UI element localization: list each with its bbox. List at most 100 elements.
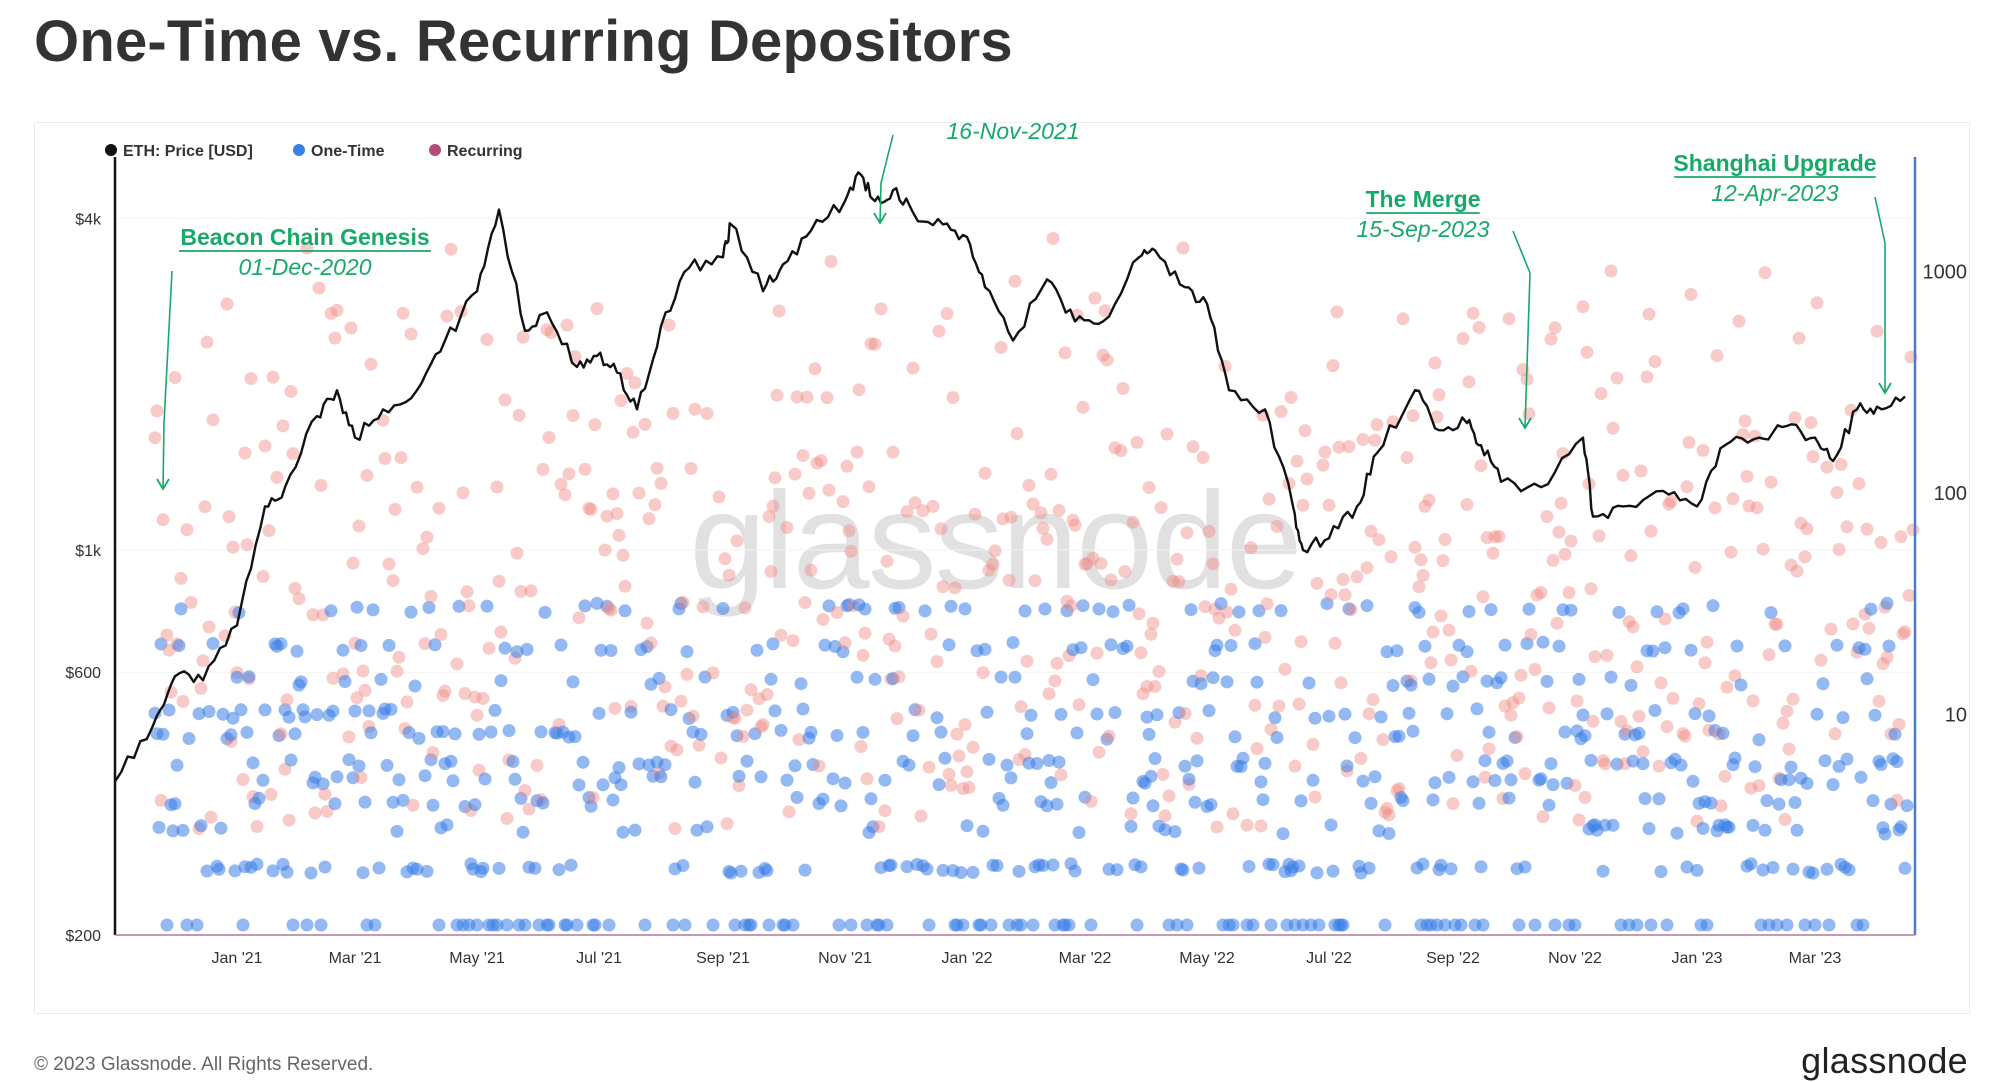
recurring-point	[862, 480, 876, 494]
one-time-point	[1392, 729, 1406, 743]
annotation-arrow-line	[162, 270, 173, 490]
recurring-point	[1562, 586, 1576, 600]
recurring-point	[1524, 628, 1538, 641]
one-time-point	[1364, 796, 1378, 810]
x-axis-tick-label: Mar '21	[329, 950, 382, 967]
one-time-point	[1800, 776, 1814, 790]
recurring-point	[790, 390, 804, 404]
one-time-point	[1184, 603, 1198, 617]
one-time-point	[1866, 794, 1880, 808]
one-time-point	[1752, 733, 1766, 747]
recurring-point	[808, 362, 822, 376]
recurring-point	[1296, 498, 1310, 512]
recurring-point	[668, 822, 682, 835]
recurring-point	[1142, 481, 1156, 494]
recurring-point	[572, 611, 586, 625]
recurring-point	[924, 627, 938, 641]
one-time-point	[734, 864, 748, 878]
recurring-point	[1054, 768, 1068, 782]
one-time-point	[764, 672, 778, 686]
one-time-point	[152, 820, 166, 834]
one-time-point	[698, 670, 712, 684]
one-time-point	[1194, 677, 1208, 691]
recurring-point	[1426, 625, 1440, 639]
one-time-point	[408, 679, 422, 693]
one-time-point	[1810, 707, 1824, 721]
one-time-point	[884, 858, 898, 872]
one-time-point	[1830, 638, 1844, 652]
one-time-point	[440, 818, 454, 832]
annotation-title: The Merge	[1365, 186, 1480, 212]
one-time-point	[386, 795, 400, 809]
recurring-point	[1284, 391, 1298, 404]
recurring-point	[462, 599, 476, 613]
one-time-point	[396, 793, 410, 807]
recurring-point	[1606, 421, 1620, 435]
recurring-point	[1870, 324, 1884, 338]
one-time-point	[1134, 860, 1148, 874]
recurring-point	[756, 718, 770, 732]
recurring-point	[1366, 693, 1380, 707]
recurring-point	[1414, 553, 1428, 567]
one-time-point	[1104, 638, 1118, 652]
right-axis-tick-label: 10	[1945, 705, 1967, 727]
recurring-point	[444, 242, 458, 256]
recurring-point	[1720, 680, 1734, 694]
one-time-point	[1480, 674, 1494, 688]
recurring-point	[1580, 345, 1594, 359]
one-time-point	[1520, 637, 1534, 651]
recurring-point	[1732, 314, 1746, 328]
recurring-point	[800, 390, 814, 404]
one-time-point	[280, 865, 294, 879]
recurring-point	[1430, 410, 1444, 424]
recurring-point	[1044, 467, 1058, 481]
one-time-point	[1856, 918, 1870, 932]
one-time-point	[830, 729, 844, 742]
recurring-point	[148, 431, 162, 445]
one-time-point	[794, 677, 808, 691]
recurring-point	[1206, 557, 1220, 571]
one-time-point	[1536, 635, 1550, 649]
one-time-point	[1840, 752, 1854, 766]
chart-frame: glassnode $200 $600 $1k $4k 10 100 1000 Jan '21…	[34, 122, 1970, 1014]
recurring-point	[1512, 691, 1526, 705]
recurring-point	[1846, 617, 1860, 631]
one-time-point	[266, 864, 280, 878]
one-time-point	[996, 798, 1010, 812]
page-title: One-Time vs. Recurring Depositors	[34, 9, 1013, 74]
recurring-point	[986, 557, 1000, 571]
recurring-point	[258, 439, 272, 453]
recurring-point	[852, 383, 866, 397]
one-time-point	[1258, 756, 1272, 770]
one-time-point	[1014, 918, 1028, 932]
recurring-point	[524, 584, 538, 598]
one-time-point	[1068, 864, 1082, 878]
watermark-text: glassnode	[689, 464, 1300, 618]
one-time-point	[1320, 597, 1334, 611]
footer-logo: glassnode	[1801, 1040, 1968, 1081]
one-time-point	[1894, 820, 1908, 834]
one-time-point	[614, 778, 628, 792]
recurring-point	[306, 608, 320, 622]
one-time-point	[798, 863, 812, 877]
recurring-point	[1906, 523, 1920, 537]
one-time-point	[1434, 858, 1448, 872]
one-time-point	[1460, 645, 1474, 659]
recurring-point	[514, 585, 528, 598]
one-time-point	[740, 754, 754, 768]
recurring-point	[994, 341, 1008, 354]
recurring-point	[1474, 459, 1488, 473]
recurring-point	[1518, 767, 1532, 781]
recurring-point	[418, 637, 432, 651]
recurring-point	[174, 571, 188, 585]
one-time-point	[354, 639, 368, 652]
recurring-point	[1424, 656, 1438, 670]
recurring-point	[804, 563, 818, 577]
one-time-point	[1006, 636, 1020, 649]
recurring-point	[1048, 674, 1062, 688]
recurring-point	[1544, 332, 1558, 346]
recurring-point	[614, 394, 628, 408]
one-time-point	[900, 860, 914, 874]
recurring-point	[1036, 521, 1050, 535]
one-time-point	[984, 918, 998, 932]
